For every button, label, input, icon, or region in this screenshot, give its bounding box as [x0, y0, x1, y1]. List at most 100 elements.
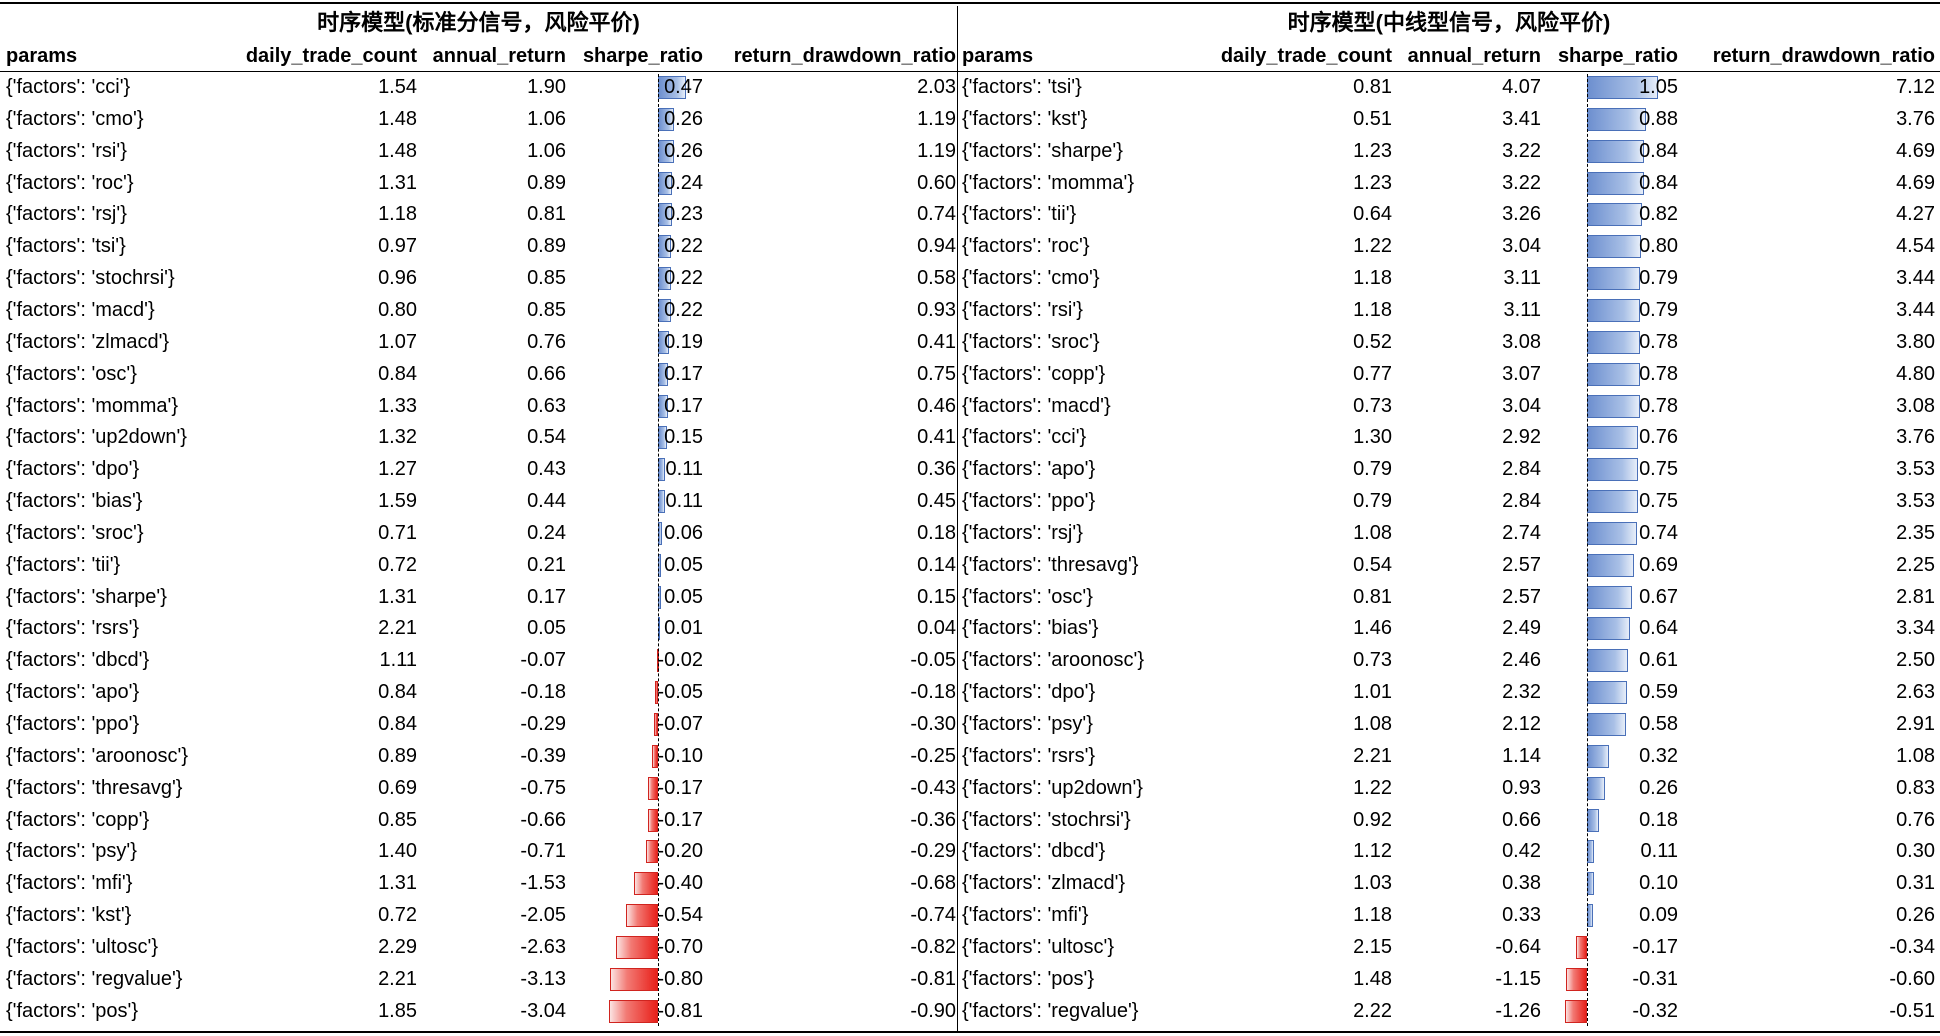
annual-return-cell: 3.08 [1502, 330, 1541, 353]
daily-trade-count-cell: 2.21 [378, 617, 417, 640]
table-row: {'factors': 'tii'} 0.72 0.21 0.05 0.14 [0, 550, 1940, 582]
annual-return-cell: 3.07 [1502, 362, 1541, 385]
sharpe-ratio-cell: -0.81 [657, 999, 703, 1022]
sharpe-ratio-cell: 0.10 [1639, 872, 1678, 895]
daily-trade-count-cell: 1.23 [1353, 139, 1392, 162]
return-drawdown-ratio-cell: -0.68 [910, 872, 956, 895]
table-row: {'factors': 'copp'} 0.77 3.07 0.78 4.80 [0, 359, 1940, 391]
return-drawdown-ratio-cell: 4.27 [1896, 203, 1935, 226]
params-cell: {'factors': 'ultosc'} [962, 935, 1115, 958]
params-cell: {'factors': 'sharpe'} [6, 585, 167, 608]
table-row: {'factors': 'ppo'} 0.84 -0.29 -0.07 -0.30 [0, 709, 1940, 741]
return-drawdown-ratio-cell: 0.94 [917, 235, 956, 258]
annual-return-cell: 2.12 [1502, 713, 1541, 735]
sharpe-ratio-cell: 0.22 [664, 235, 703, 258]
params-cell: {'factors': 'roc'} [962, 235, 1090, 258]
daily-trade-count-cell: 0.84 [378, 713, 417, 735]
return-drawdown-ratio-cell: 3.53 [1896, 490, 1935, 513]
return-drawdown-ratio-cell: -0.29 [910, 840, 956, 863]
table-row: {'factors': 'cmo'} 1.18 3.11 0.79 3.44 [0, 263, 1940, 295]
daily-trade-count-cell: 0.96 [378, 267, 417, 290]
table-row: {'factors': 'apo'} 0.84 -0.18 -0.05 -0.18 [0, 677, 1940, 709]
sharpe-ratio-cell: -0.40 [657, 872, 703, 895]
table-row: {'factors': 'rsj'} 1.08 2.74 0.74 2.35 [0, 518, 1940, 550]
params-cell: {'factors': 'rsi'} [6, 139, 127, 162]
table-row: {'factors': 'rsi'} 1.48 1.06 0.26 1.19 [0, 136, 1940, 168]
annual-return-cell: 0.66 [527, 362, 566, 385]
daily-trade-count-cell: 0.77 [1353, 362, 1392, 385]
table-row: {'factors': 'regvalue'} 2.21 -3.13 -0.80 -0.… [0, 964, 1940, 996]
sharpe-ratio-cell: 0.11 [1640, 840, 1678, 863]
params-cell: {'factors': 'bias'} [962, 617, 1099, 640]
sharpe-ratio-cell: 0.59 [1639, 681, 1678, 704]
bottom-border [0, 1031, 1940, 1033]
right-table-title: 时序模型(中线型信号，风险平价) [1287, 10, 1611, 35]
sharpe-ratio-cell: 0.26 [1639, 776, 1678, 799]
return-drawdown-ratio-cell: 2.63 [1896, 681, 1935, 704]
right-header-return-drawdown-ratio: return_drawdown_ratio [1712, 45, 1935, 67]
params-cell: {'factors': 'mfi'} [6, 872, 133, 895]
left-header-params: params [6, 45, 78, 67]
params-cell: {'factors': 'dbcd'} [962, 840, 1106, 863]
annual-return-cell: 1.06 [527, 107, 566, 130]
sharpe-ratio-cell: 0.75 [1639, 490, 1678, 513]
daily-trade-count-cell: 1.40 [378, 840, 417, 863]
return-drawdown-ratio-cell: 0.93 [917, 298, 956, 321]
annual-return-cell: 2.92 [1502, 426, 1541, 449]
annual-return-cell: 2.57 [1502, 585, 1541, 608]
params-cell: {'factors': 'tsi'} [6, 235, 126, 258]
annual-return-cell: 0.54 [527, 426, 566, 449]
daily-trade-count-cell: 2.29 [378, 935, 417, 958]
annual-return-cell: 0.24 [527, 521, 566, 544]
sharpe-ratio-cell: -0.10 [657, 744, 703, 767]
sharpe-ratio-cell: 0.22 [664, 267, 703, 290]
sharpe-ratio-cell: 0.47 [664, 76, 703, 98]
params-cell: {'factors': 'stochrsi'} [6, 267, 175, 290]
sharpe-ratio-cell: 0.76 [1639, 426, 1678, 449]
sharpe-ratio-cell: 0.84 [1639, 171, 1678, 194]
sharpe-ratio-cell: -0.17 [657, 808, 703, 831]
daily-trade-count-cell: 0.52 [1353, 330, 1392, 353]
sharpe-ratio-cell: 0.78 [1639, 394, 1678, 417]
annual-return-cell: 2.49 [1502, 617, 1541, 640]
table-row: {'factors': 'dpo'} 1.01 2.32 0.59 2.63 [0, 677, 1940, 709]
sharpe-ratio-cell: 1.05 [1639, 76, 1678, 98]
sharpe-ratio-cell: 0.58 [1639, 713, 1678, 735]
table-row: {'factors': 'osc'} 0.81 2.57 0.67 2.81 [0, 582, 1940, 614]
return-drawdown-ratio-cell: 0.30 [1896, 840, 1935, 863]
daily-trade-count-cell: 0.73 [1353, 394, 1392, 417]
daily-trade-count-cell: 0.51 [1353, 107, 1392, 130]
table-row: {'factors': 'zlmacd'} 1.07 0.76 0.19 0.41 [0, 327, 1940, 359]
annual-return-cell: -0.75 [520, 776, 566, 799]
table-row: {'factors': 'up2down'} 1.32 0.54 0.15 0.41 [0, 422, 1940, 454]
daily-trade-count-cell: 1.48 [1353, 967, 1392, 990]
daily-trade-count-cell: 0.92 [1353, 808, 1392, 831]
return-drawdown-ratio-cell: 7.12 [1896, 76, 1935, 98]
panel-separator [957, 6, 958, 1031]
daily-trade-count-cell: 0.69 [378, 776, 417, 799]
daily-trade-count-cell: 0.79 [1353, 490, 1392, 513]
sharpe-ratio-databar [610, 967, 658, 991]
table-row: {'factors': 'ultosc'} 2.29 -2.63 -0.70 -0.82 [0, 932, 1940, 964]
params-cell: {'factors': 'rsj'} [962, 521, 1083, 544]
sharpe-ratio-cell: 0.79 [1639, 298, 1678, 321]
sharpe-ratio-databar [634, 872, 658, 896]
params-cell: {'factors': 'cmo'} [6, 107, 144, 130]
daily-trade-count-cell: 0.81 [1353, 585, 1392, 608]
sharpe-ratio-cell: -0.05 [657, 681, 703, 704]
sharpe-ratio-cell: 0.75 [1639, 458, 1678, 481]
table-row: {'factors': 'momma'} 1.23 3.22 0.84 4.69 [0, 168, 1940, 200]
daily-trade-count-cell: 1.18 [1353, 904, 1392, 927]
sharpe-ratio-cell: 0.17 [664, 362, 703, 385]
params-cell: {'factors': 'regvalue'} [6, 967, 183, 990]
params-cell: {'factors': 'roc'} [6, 171, 134, 194]
daily-trade-count-cell: 0.79 [1353, 458, 1392, 481]
return-drawdown-ratio-cell: 0.31 [1896, 872, 1935, 895]
params-cell: {'factors': 'sroc'} [962, 330, 1100, 353]
params-cell: {'factors': 'aroonosc'} [962, 649, 1145, 672]
params-cell: {'factors': 'zlmacd'} [6, 330, 170, 353]
params-cell: {'factors': 'dpo'} [6, 458, 140, 481]
return-drawdown-ratio-cell: 0.76 [1896, 808, 1935, 831]
annual-return-cell: 0.81 [527, 203, 566, 226]
daily-trade-count-cell: 1.85 [378, 999, 417, 1022]
